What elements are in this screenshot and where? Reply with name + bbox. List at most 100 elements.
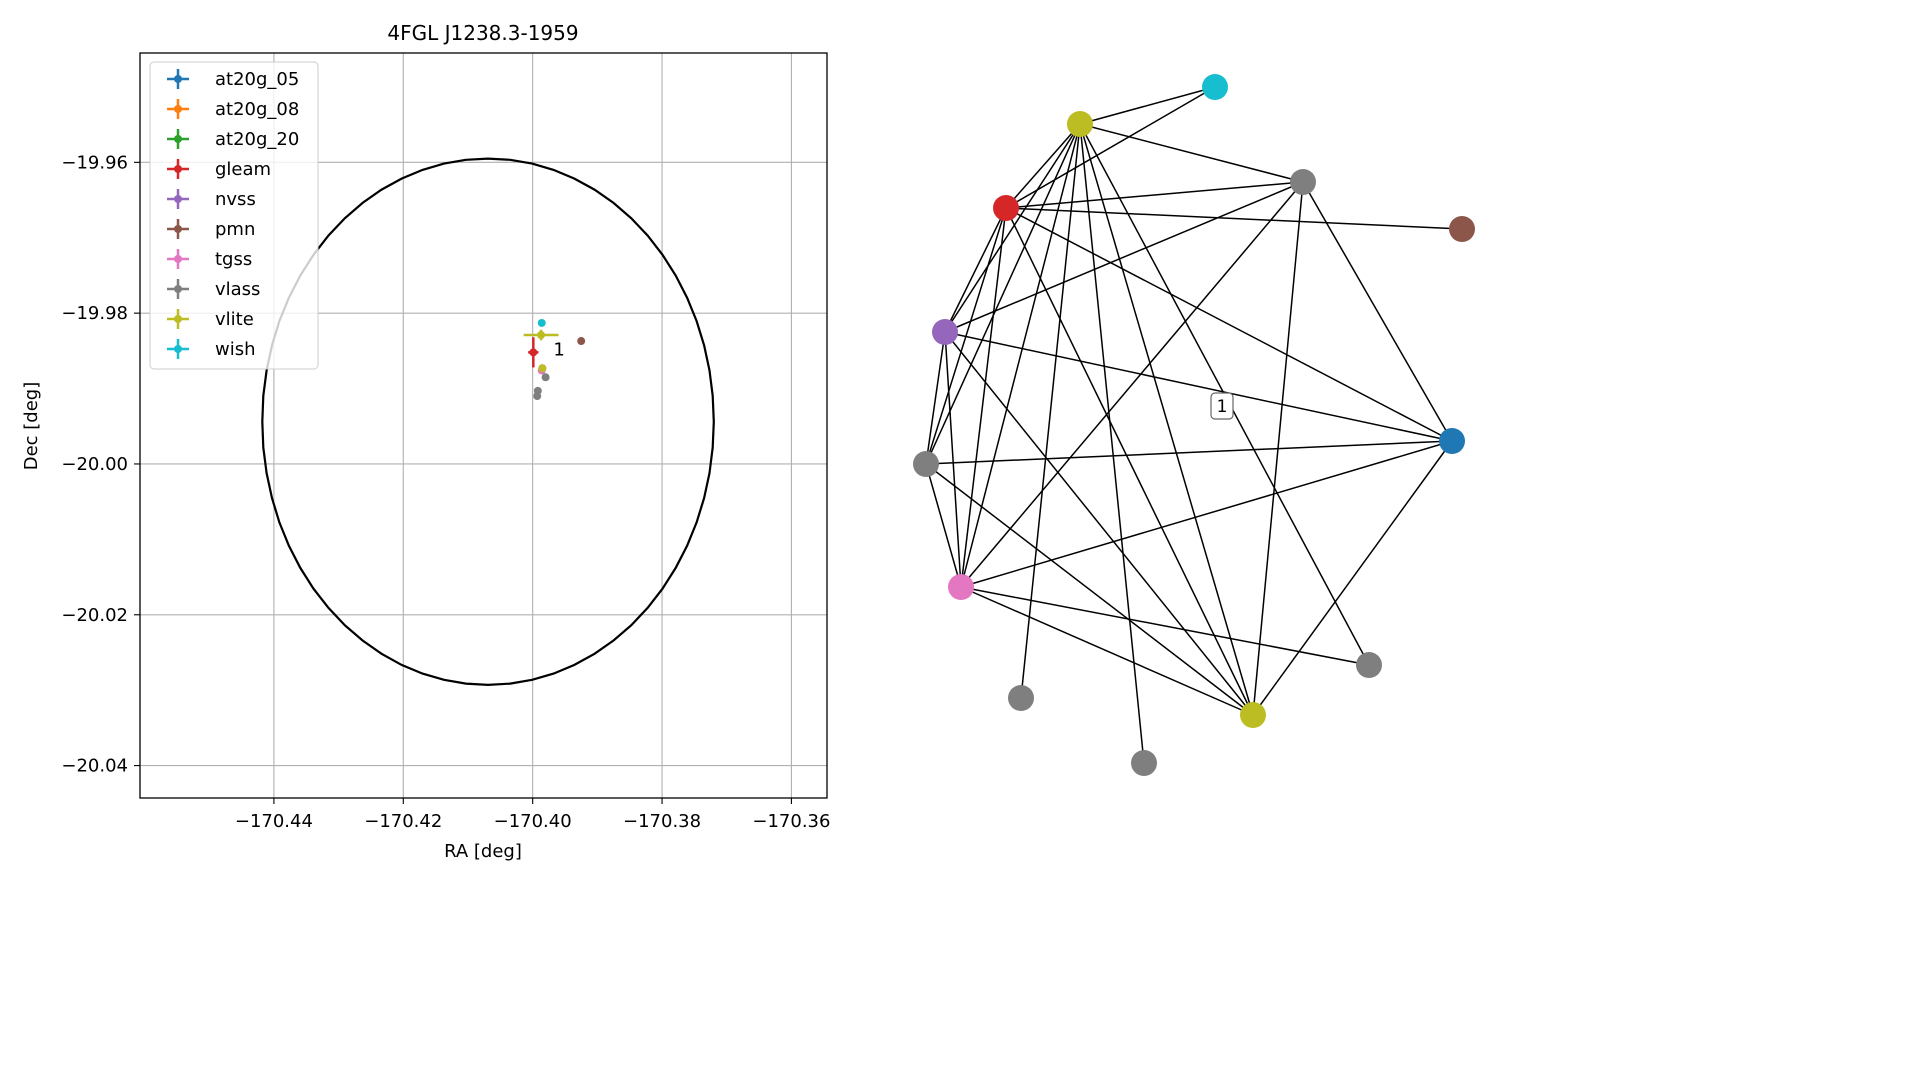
legend-label: vlite [215, 309, 254, 330]
legend-marker-dot [174, 225, 182, 233]
graph-edge [960, 586, 1254, 716]
graph-edge [944, 181, 1304, 333]
x-tick-label: −170.40 [494, 811, 572, 832]
axis-ticks: −170.44 −170.42 −170.40 −170.38 −170.36 −19.9… [61, 152, 830, 832]
graph-node [1439, 428, 1465, 454]
graph-edge [960, 181, 1304, 588]
graph-node [1067, 111, 1093, 137]
graph-node [1290, 169, 1316, 195]
graph-node [1356, 652, 1382, 678]
legend-marker-dot [174, 285, 182, 293]
graph-edge [944, 331, 1254, 716]
legend-entry-wish: wish [167, 339, 256, 360]
marker-layer [523, 318, 586, 401]
legend-frame [149, 61, 319, 370]
graph-edge [944, 123, 1081, 333]
graph-edge [1005, 123, 1081, 209]
legend-entry-gleam: gleam [167, 159, 271, 180]
source-marker-vlass [541, 373, 550, 382]
graph-node [1202, 74, 1228, 100]
graph-edge [960, 586, 1370, 666]
legend-marker-dot [174, 135, 182, 143]
x-tick-label: −170.44 [235, 811, 313, 832]
graph-node [1449, 216, 1475, 242]
x-tick-label: −170.36 [752, 811, 830, 832]
graph-node [993, 195, 1019, 221]
graph-edge [960, 440, 1453, 588]
y-tick-label: −19.96 [61, 152, 128, 173]
y-tick-label: −19.98 [61, 303, 128, 324]
legend-entry-at20g_08: at20g_08 [167, 99, 299, 120]
graph-edge [1252, 440, 1453, 716]
source-marker-pmn [577, 337, 586, 346]
edge-label-box [1210, 392, 1234, 420]
chart-title: 4FGL J1238.3-1959 [387, 21, 578, 45]
source-marker-vlite [537, 331, 546, 340]
x-tick-label: −170.42 [364, 811, 442, 832]
legend-label: wish [215, 339, 256, 360]
legend-marker-dot [174, 75, 182, 83]
graph-edge [960, 123, 1081, 588]
legend-marker-dot [174, 105, 182, 113]
legend-label: at20g_08 [215, 99, 299, 120]
legend-label: nvss [215, 189, 256, 210]
graph-edge [1302, 181, 1453, 442]
y-tick-label: −20.04 [61, 756, 128, 777]
legend-marker-dot [174, 315, 182, 323]
source-marker-wish [537, 318, 546, 327]
cluster-label: 1 [553, 339, 564, 360]
x-axis-label: RA [deg] [444, 841, 522, 862]
legend-entry-vlite: vlite [167, 309, 254, 330]
graph-edge [925, 440, 1453, 465]
graph-edge [925, 331, 946, 465]
graph-edge [960, 207, 1007, 588]
ellipse-outline [261, 157, 715, 687]
legend-label: pmn [215, 219, 255, 240]
legend-entry-pmn: pmn [167, 219, 255, 240]
legend-entry-at20g_20: at20g_20 [167, 129, 299, 150]
graph-edge [1079, 86, 1216, 125]
graph-node [1008, 685, 1034, 711]
graph-edges [925, 86, 1463, 764]
legend-entry-at20g_05: at20g_05 [167, 69, 299, 90]
legend-marker-dot [174, 165, 182, 173]
graph-edge [1020, 123, 1081, 699]
graph-node [1240, 702, 1266, 728]
source-marker-vlite [538, 364, 547, 373]
graph-node [1131, 750, 1157, 776]
legend-entry-vlass: vlass [167, 279, 260, 300]
graph-edge [1005, 181, 1304, 209]
legend-label: tgss [215, 249, 252, 270]
graph-edge [925, 463, 962, 588]
association-graph: 1 [913, 74, 1475, 776]
legend-entry-nvss: nvss [167, 189, 256, 210]
legend-label: vlass [215, 279, 260, 300]
legend-label: gleam [215, 159, 271, 180]
graph-edge [1005, 86, 1216, 209]
graph-node [948, 574, 974, 600]
legend-marker-dot [174, 345, 182, 353]
graph-nodes [913, 74, 1475, 776]
graph-edge [1079, 123, 1304, 183]
legend-marker-dot [174, 195, 182, 203]
legend-entry-tgss: tgss [167, 249, 252, 270]
legend-label: at20g_05 [215, 69, 299, 90]
edge-label: 1 [1210, 392, 1234, 420]
source-marker-gleam [529, 348, 538, 357]
legend-label: at20g_20 [215, 129, 299, 150]
graph-edge [925, 463, 1254, 716]
graph-edge [1005, 207, 1463, 230]
graph-edge [944, 331, 962, 588]
sky-plot: 4FGL J1238.3-1959 −170.44 −170.42 −170.40 −… [21, 21, 830, 862]
graph-edge [944, 207, 1007, 333]
graph-edge [1005, 207, 1453, 442]
graph-node [913, 451, 939, 477]
plot-frame [139, 52, 828, 799]
graph-edge [1079, 123, 1254, 716]
source-marker-vlass [533, 392, 542, 401]
edge-label-text: 1 [1217, 397, 1228, 417]
legend-marker-dot [174, 255, 182, 263]
